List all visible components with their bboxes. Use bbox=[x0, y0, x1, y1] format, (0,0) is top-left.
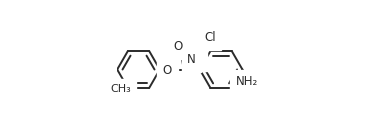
Text: Cl: Cl bbox=[204, 31, 215, 44]
Text: O: O bbox=[163, 64, 172, 77]
Text: H: H bbox=[193, 53, 202, 66]
Text: N: N bbox=[187, 53, 196, 66]
Text: O: O bbox=[173, 40, 183, 53]
Text: NH₂: NH₂ bbox=[235, 75, 258, 88]
Text: CH₃: CH₃ bbox=[110, 84, 131, 94]
